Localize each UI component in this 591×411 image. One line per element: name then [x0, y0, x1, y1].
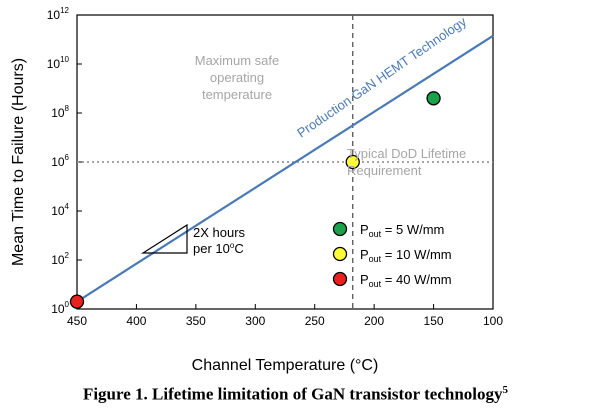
x-tick-label: 400 — [126, 314, 146, 328]
figure-caption: Figure 1. Lifetime limitation of GaN tra… — [0, 384, 591, 405]
y-tick-label: 100 — [51, 300, 69, 316]
y-tick-label: 104 — [51, 202, 69, 218]
max-safe-label: operating — [210, 70, 264, 85]
gan-lifetime-line — [76, 34, 494, 303]
caption-text: Figure 1. Lifetime limitation of GaN tra… — [82, 384, 503, 404]
x-tick-label: 450 — [67, 314, 87, 328]
y-tick-label: 102 — [51, 251, 69, 267]
y-tick-label: 106 — [51, 153, 69, 169]
y-axis-title: Mean Time to Failure (Hours) — [10, 58, 27, 266]
dod-lifetime-label: Typical DoD Lifetime — [347, 146, 466, 161]
lifetime-chart: 450 400 350 300 250 200 150 100 100 102 104 106 108 1… — [10, 6, 503, 374]
legend-label: Pout = 40 W/mm — [360, 272, 452, 289]
legend-marker — [332, 221, 348, 237]
max-safe-label: temperature — [202, 87, 272, 102]
x-tick-label: 200 — [364, 314, 384, 328]
x-axis-title: Channel Temperature (°C) — [192, 357, 379, 374]
data-point — [345, 154, 360, 170]
x-tick-label: 300 — [245, 314, 265, 328]
y-tick-label: 1010 — [47, 55, 70, 71]
plot-frame — [76, 14, 494, 310]
data-point — [426, 91, 441, 106]
legend-label: Pout = 10 W/mm — [360, 247, 452, 264]
x-tick-label: 100 — [483, 314, 503, 328]
x-tick-label: 350 — [186, 314, 206, 328]
slope-label: per 10oC — [193, 241, 244, 256]
x-tick-label: 150 — [424, 314, 444, 328]
dod-lifetime-label: Requirement — [347, 163, 422, 178]
y-tick-label: 1012 — [47, 6, 70, 22]
data-point — [69, 294, 85, 309]
x-tick-label: 250 — [305, 314, 325, 328]
y-tick-label: 108 — [51, 104, 69, 120]
legend-marker — [332, 246, 348, 262]
legend-marker — [332, 271, 348, 287]
slope-triangle — [140, 223, 188, 254]
slope-label: 2X hours — [193, 225, 246, 240]
line-series-label: Production GaN HEMT Technology — [294, 14, 469, 141]
legend-label: Pout = 5 W/mm — [360, 222, 444, 239]
max-safe-label: Maximum safe — [195, 53, 280, 68]
caption-superscript: 5 — [502, 384, 509, 396]
